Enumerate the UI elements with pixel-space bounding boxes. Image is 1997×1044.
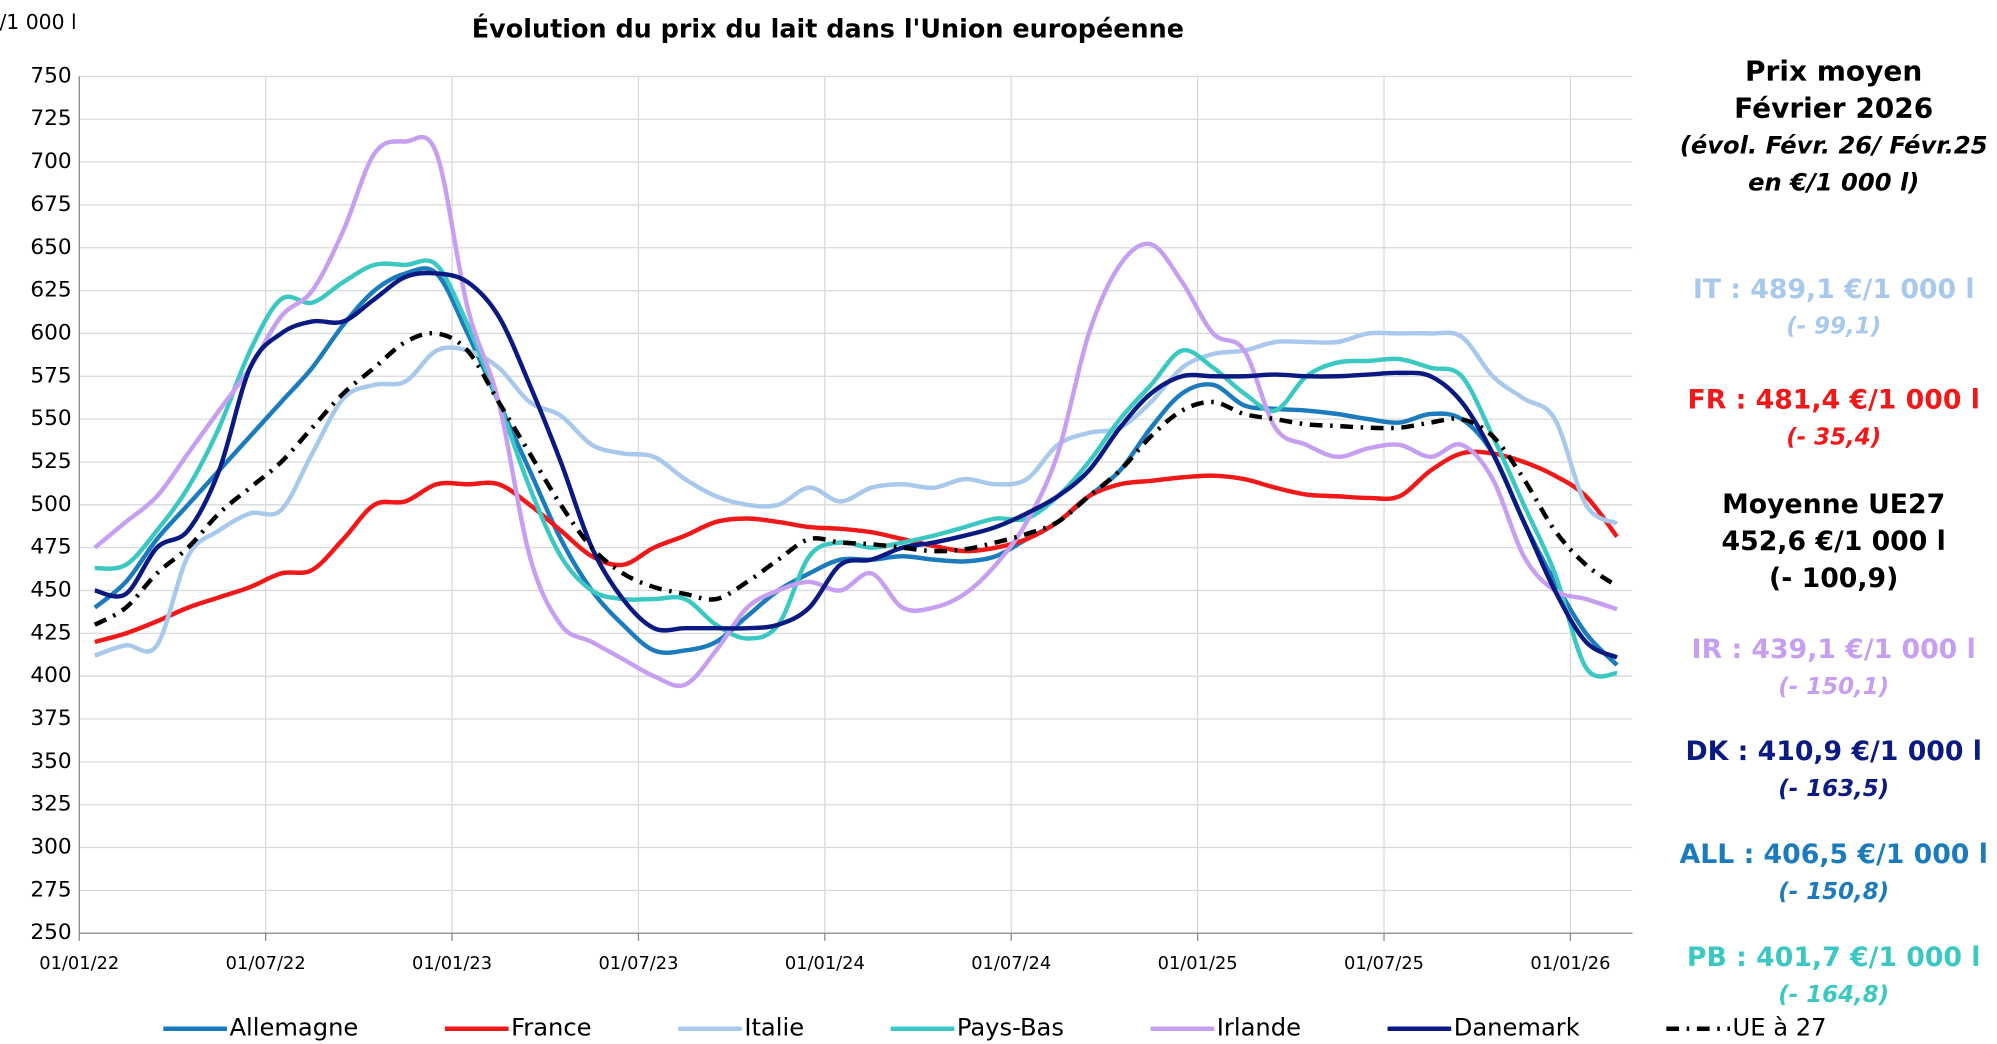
y-tick-label: 425 [30, 620, 71, 645]
panel-item: 452,6 €/1 000 l [1722, 526, 1946, 557]
chart-title: Évolution du prix du lait dans l'Union e… [472, 15, 1184, 45]
x-tick-label: 01/07/22 [226, 953, 306, 974]
y-unit-label: €/1 000 l [0, 10, 77, 34]
y-tick-label: 275 [30, 877, 71, 902]
y-tick-label: 600 [30, 320, 71, 345]
y-tick-label: 400 [30, 663, 71, 688]
legend-label: Pays-Bas [957, 1014, 1064, 1042]
y-tick-label: 300 [30, 835, 71, 860]
panel-item: FR : 481,4 €/1 000 l [1687, 385, 1979, 416]
x-tick-label: 01/07/24 [971, 953, 1051, 974]
x-tick-label: 01/07/25 [1344, 953, 1424, 974]
legend-label: Danemark [1454, 1014, 1580, 1042]
panel-item: (- 100,9) [1769, 563, 1898, 594]
y-tick-label: 575 [30, 363, 71, 388]
series-line [93, 134, 1618, 689]
panel-heading: Février 2026 [1734, 91, 1933, 124]
y-tick-label: 550 [30, 406, 71, 431]
series-line [94, 330, 1619, 658]
y-tick-label: 675 [30, 192, 71, 217]
y-tick-label: 525 [30, 449, 71, 474]
legend-label: UE à 27 [1733, 1014, 1827, 1042]
series-line [93, 266, 1619, 667]
x-tick-label: 01/07/23 [598, 953, 678, 974]
panel-item: (- 150,1) [1778, 674, 1889, 700]
y-tick-label: 475 [30, 535, 71, 560]
y-tick-label: 375 [30, 706, 71, 731]
panel-item: DK : 410,9 €/1 000 l [1685, 736, 1981, 767]
y-tick-label: 250 [30, 920, 71, 945]
panel-heading: (évol. Févr. 26/ Févr.25 [1680, 131, 1988, 159]
y-tick-label: 700 [30, 149, 71, 174]
panel-item: (- 163,5) [1778, 776, 1889, 802]
y-tick-label: 625 [30, 278, 71, 303]
series-line [93, 330, 1619, 627]
y-tick-label: 500 [30, 492, 71, 517]
y-tick-label: 725 [30, 106, 71, 131]
y-tick-label: 650 [30, 235, 71, 260]
y-tick-label: 750 [30, 63, 71, 88]
x-tick-label: 01/01/23 [412, 953, 492, 974]
x-tick-label: 01/01/24 [785, 953, 865, 974]
legend-label: France [511, 1014, 591, 1042]
legend-label: Irlande [1217, 1014, 1301, 1042]
panel-item: (- 164,8) [1778, 982, 1889, 1008]
y-tick-label: 325 [30, 792, 71, 817]
panel-item: IT : 489,1 €/1 000 l [1693, 274, 1975, 305]
series-line [94, 270, 1619, 660]
panel-item: (- 150,8) [1778, 879, 1889, 905]
y-tick-label: 350 [30, 749, 71, 774]
panel-item: (- 35,4) [1786, 424, 1881, 450]
legend-label: Italie [744, 1014, 804, 1042]
panel-item: ALL : 406,5 €/1 000 l [1680, 839, 1988, 870]
panel-heading: en €/1 000 l) [1748, 168, 1919, 196]
panel-item: PB : 401,7 €/1 000 l [1687, 942, 1981, 973]
panel-heading: Prix moyen [1745, 55, 1922, 88]
x-tick-label: 01/01/22 [39, 953, 119, 974]
panel-item: Moyenne UE27 [1722, 489, 1945, 520]
legend-label: Allemagne [230, 1014, 359, 1042]
x-tick-label: 01/01/25 [1158, 953, 1238, 974]
series-line [94, 449, 1619, 645]
panel-item: (- 99,1) [1786, 314, 1881, 340]
y-tick-label: 450 [30, 577, 71, 602]
panel-item: IR : 439,1 €/1 000 l [1692, 634, 1976, 665]
x-tick-label: 01/01/26 [1530, 953, 1610, 974]
